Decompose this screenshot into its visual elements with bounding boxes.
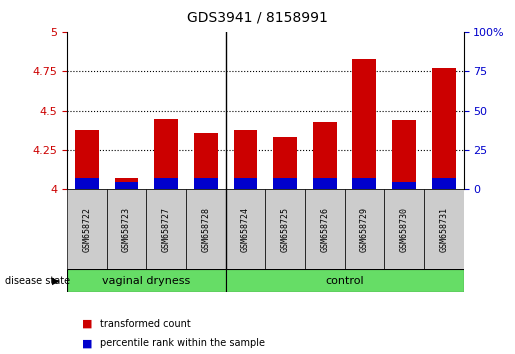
Text: vaginal dryness: vaginal dryness (102, 275, 191, 286)
Text: GSM658724: GSM658724 (241, 207, 250, 252)
Bar (392, 120, 416, 189)
Bar (194, 178, 218, 189)
Bar (432, 68, 456, 189)
Text: GSM658731: GSM658731 (439, 207, 448, 252)
Text: GSM658728: GSM658728 (201, 207, 210, 252)
Bar (107, 189, 146, 269)
Bar (146, 189, 186, 269)
Bar (154, 178, 178, 189)
Bar (67, 269, 226, 292)
Bar (265, 189, 305, 269)
Bar (75, 130, 99, 189)
Text: ■: ■ (82, 338, 93, 348)
Bar (226, 269, 464, 292)
Text: GSM658722: GSM658722 (82, 207, 91, 252)
Bar (114, 178, 139, 189)
Text: GDS3941 / 8158991: GDS3941 / 8158991 (187, 11, 328, 25)
Bar (352, 178, 376, 189)
Bar (273, 178, 297, 189)
Bar (313, 178, 337, 189)
Bar (273, 137, 297, 189)
Bar (313, 122, 337, 189)
Text: GSM658723: GSM658723 (122, 207, 131, 252)
Bar (424, 189, 464, 269)
Text: GSM658729: GSM658729 (360, 207, 369, 252)
Text: GSM658726: GSM658726 (320, 207, 329, 252)
Text: transformed count: transformed count (100, 319, 191, 329)
Bar (432, 178, 456, 189)
Text: ■: ■ (82, 319, 93, 329)
Bar (154, 119, 178, 189)
Bar (384, 189, 424, 269)
Bar (67, 189, 107, 269)
Bar (392, 182, 416, 189)
Text: GSM658730: GSM658730 (400, 207, 408, 252)
Text: percentile rank within the sample: percentile rank within the sample (100, 338, 265, 348)
Bar (345, 189, 384, 269)
Bar (352, 59, 376, 189)
Text: ▶: ▶ (52, 276, 59, 286)
Text: disease state: disease state (5, 276, 70, 286)
Bar (75, 178, 99, 189)
Bar (305, 189, 345, 269)
Bar (194, 133, 218, 189)
Bar (233, 178, 258, 189)
Bar (226, 189, 265, 269)
Text: control: control (325, 275, 364, 286)
Text: GSM658727: GSM658727 (162, 207, 170, 252)
Bar (186, 189, 226, 269)
Text: GSM658725: GSM658725 (281, 207, 289, 252)
Bar (114, 182, 139, 189)
Bar (233, 130, 258, 189)
